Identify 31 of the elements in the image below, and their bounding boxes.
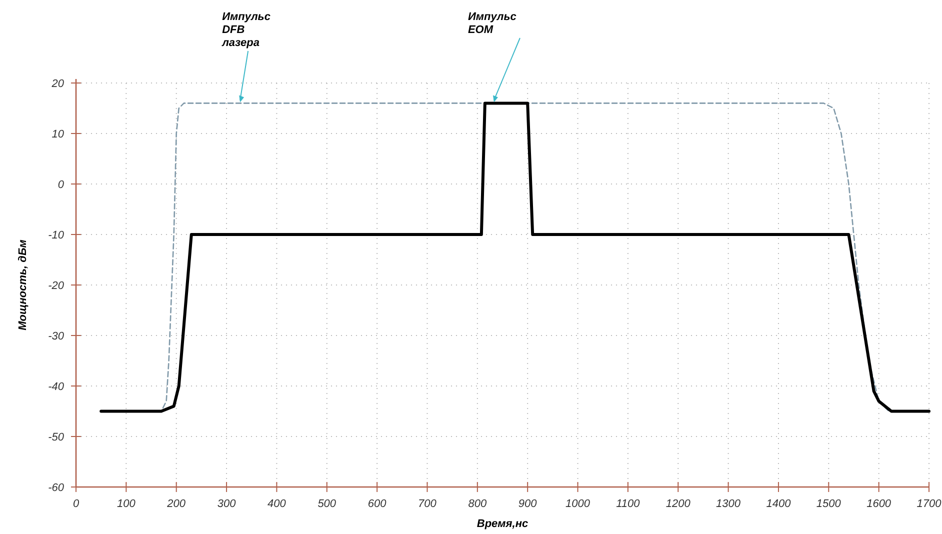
y-tick-label: 10	[52, 128, 65, 140]
x-tick-label: 1100	[616, 498, 641, 510]
annotation: Импульс EOM	[468, 11, 516, 36]
x-tick-label: 600	[368, 498, 388, 510]
y-tick-label: -40	[48, 380, 65, 393]
y-tick-label: 0	[58, 178, 65, 191]
x-tick-label: 1500	[816, 498, 842, 510]
x-tick-label: 800	[468, 498, 488, 510]
x-tick-label: 0	[72, 498, 80, 510]
y-tick-label: -30	[48, 330, 65, 342]
y-tick-label: 20	[50, 78, 65, 90]
x-tick-label: 1000	[566, 498, 591, 510]
x-tick-label: 1600	[866, 498, 892, 510]
x-tick-label: 300	[217, 498, 237, 510]
annotation: Импульс DFB лазера	[221, 11, 270, 49]
x-tick-label: 1400	[766, 498, 792, 510]
x-tick-label: 500	[318, 498, 337, 510]
y-axis-title: Мощность, дБм	[17, 240, 29, 330]
x-tick-label: 200	[166, 498, 186, 510]
x-axis-title: Время,нс	[476, 518, 528, 530]
y-tick-label: -20	[48, 280, 65, 292]
x-tick-label: 400	[268, 498, 287, 510]
x-tick-label: 100	[116, 498, 136, 510]
x-tick-label: 1200	[666, 498, 692, 510]
x-tick-label: 700	[418, 498, 438, 510]
x-tick-label: 1300	[716, 498, 742, 510]
x-tick-label: 900	[518, 498, 538, 510]
y-tick-label: -50	[48, 431, 65, 444]
x-tick-label: 1700	[916, 498, 942, 510]
y-tick-label: -10	[48, 229, 65, 242]
y-tick-label: -60	[48, 482, 65, 494]
